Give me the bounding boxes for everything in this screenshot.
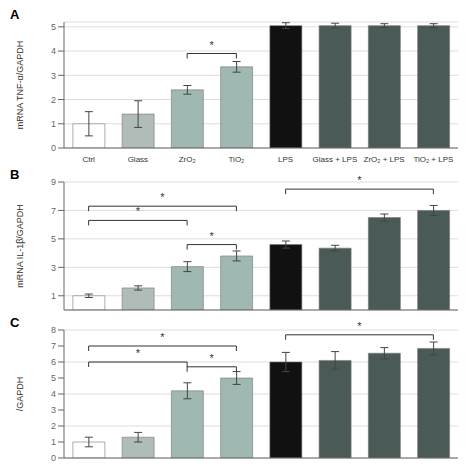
svg-text:TiO₂ + LPS: TiO₂ + LPS (413, 155, 453, 164)
svg-text:Ctrl: Ctrl (82, 155, 95, 164)
svg-text:1: 1 (51, 437, 56, 447)
svg-text:*: * (210, 39, 215, 51)
svg-text:4: 4 (51, 46, 56, 56)
svg-text:3: 3 (51, 405, 56, 415)
html-text:B: B (10, 167, 20, 182)
svg-text:*: * (210, 352, 215, 364)
svg-text:Glass: Glass (128, 155, 148, 164)
svg-text:*: * (136, 205, 141, 217)
svg-text:5: 5 (51, 373, 56, 383)
svg-text:8: 8 (51, 325, 56, 335)
svg-text:7: 7 (51, 206, 56, 216)
svg-text:Glass + LPS: Glass + LPS (313, 155, 358, 164)
svg-text:5: 5 (51, 22, 56, 32)
svg-text:LPS: LPS (278, 155, 293, 164)
svg-text:3: 3 (51, 71, 56, 81)
svg-text:0: 0 (51, 453, 56, 463)
svg-text:/GAPDH: /GAPDH (15, 377, 25, 412)
svg-text:mRNA TNF-α/GAPDH: mRNA TNF-α/GAPDH (15, 41, 25, 130)
svg-text:9: 9 (51, 177, 56, 187)
svg-text:2: 2 (51, 95, 56, 105)
svg-text:*: * (160, 331, 165, 343)
svg-text:ZrO₂: ZrO₂ (179, 155, 196, 164)
svg-text:3: 3 (51, 263, 56, 273)
svg-text:7: 7 (51, 341, 56, 351)
svg-text:*: * (357, 174, 362, 186)
svg-text:1: 1 (51, 291, 56, 301)
svg-text:*: * (136, 347, 141, 359)
svg-text:*: * (210, 230, 215, 242)
svg-text:0: 0 (51, 143, 56, 153)
svg-text:*: * (160, 191, 165, 203)
html-text:A: A (10, 7, 20, 22)
svg-text:ZrO₂ + LPS: ZrO₂ + LPS (364, 155, 405, 164)
svg-text:TiO₂: TiO₂ (229, 155, 245, 164)
svg-text:5: 5 (51, 234, 56, 244)
svg-text:2: 2 (51, 421, 56, 431)
html-text:C: C (10, 315, 20, 330)
svg-text:mRNA IL-1β/GAPDH: mRNA IL-1β/GAPDH (15, 204, 25, 288)
svg-text:6: 6 (51, 357, 56, 367)
svg-text:4: 4 (51, 389, 56, 399)
svg-text:*: * (357, 320, 362, 332)
svg-text:1: 1 (51, 119, 56, 129)
